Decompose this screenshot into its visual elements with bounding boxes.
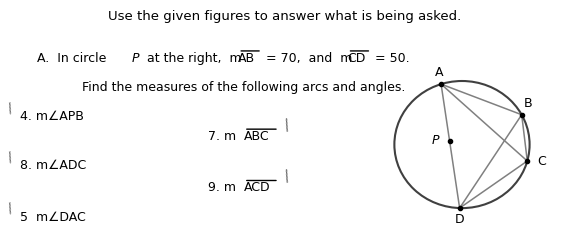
Text: 9. m: 9. m [208, 181, 237, 194]
Text: = 50.: = 50. [371, 52, 410, 65]
Text: at the right,  m: at the right, m [142, 52, 241, 65]
Text: Find the measures of the following arcs and angles.: Find the measures of the following arcs … [82, 81, 405, 94]
Text: 8. m∠ADC: 8. m∠ADC [20, 159, 86, 172]
Text: A: A [435, 66, 444, 79]
Text: CD: CD [348, 52, 366, 65]
Text: A.  In circle: A. In circle [36, 52, 110, 65]
Text: /: / [282, 118, 292, 134]
Text: /: / [6, 150, 15, 164]
Text: ABC: ABC [244, 130, 270, 143]
Text: 5  m∠DAC: 5 m∠DAC [20, 210, 85, 224]
Text: P: P [131, 52, 139, 65]
Text: Use the given figures to answer what is being asked.: Use the given figures to answer what is … [108, 10, 461, 23]
Text: ACD: ACD [244, 181, 270, 194]
Text: /: / [6, 201, 15, 216]
Text: D: D [455, 213, 464, 226]
Text: C: C [538, 154, 546, 168]
Text: AB: AB [238, 52, 255, 65]
Text: /: / [6, 100, 15, 115]
Text: = 70,  and  m: = 70, and m [262, 52, 352, 65]
Text: 4. m∠APB: 4. m∠APB [20, 110, 84, 123]
Text: P: P [432, 134, 439, 147]
Text: 7. m: 7. m [208, 130, 237, 143]
Text: /: / [282, 169, 292, 185]
Text: B: B [524, 97, 533, 110]
